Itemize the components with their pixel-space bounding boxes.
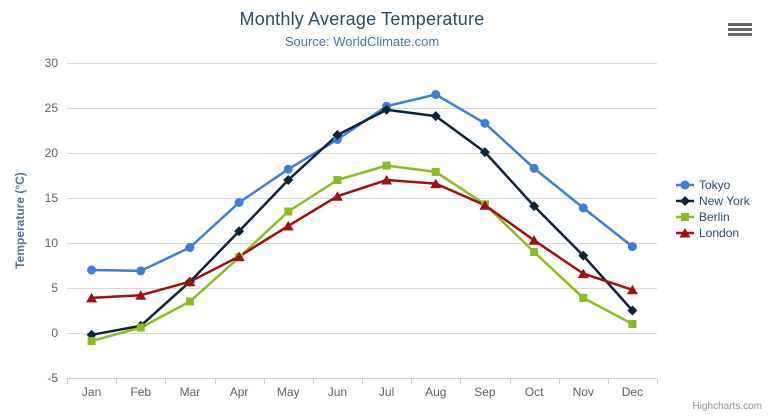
data-point-berlin-feb[interactable]	[136, 323, 145, 332]
legend-label: New York	[699, 193, 750, 208]
data-point-new-york-jun[interactable]	[332, 130, 343, 140]
diamond-marker-icon	[676, 195, 694, 206]
data-point-tokyo-jan[interactable]	[87, 265, 97, 275]
x-axis-tick-label: Sep	[474, 385, 496, 399]
y-axis-tick-label: -5	[47, 371, 58, 385]
y-axis-tick-label: 20	[45, 146, 59, 160]
data-point-berlin-oct[interactable]	[530, 248, 539, 256]
data-point-berlin-may[interactable]	[284, 207, 293, 216]
data-point-tokyo-mar[interactable]	[185, 243, 195, 252]
y-axis-title: Temperature (°C)	[13, 172, 27, 269]
data-point-tokyo-feb[interactable]	[136, 266, 146, 276]
legend-item-london[interactable]: London	[676, 225, 750, 240]
data-point-new-york-dec[interactable]	[627, 305, 638, 316]
legend-label: London	[699, 225, 740, 240]
data-point-berlin-nov[interactable]	[579, 293, 588, 302]
legend-item-tokyo[interactable]: Tokyo	[676, 177, 750, 192]
data-point-london-mar[interactable]	[184, 276, 196, 287]
data-point-london-oct[interactable]	[528, 235, 540, 245]
series-line-tokyo	[90, 93, 634, 273]
data-point-new-york-aug[interactable]	[430, 111, 441, 122]
x-axis-tick-label: Aug	[425, 385, 446, 399]
data-point-berlin-dec[interactable]	[628, 320, 637, 328]
x-axis-tick-label: Jul	[379, 385, 394, 399]
data-point-new-york-may[interactable]	[283, 175, 294, 185]
series-line-london	[90, 178, 634, 300]
legend: Tokyo New York Berlin London	[676, 177, 750, 240]
data-point-new-york-oct[interactable]	[529, 201, 540, 212]
legend-item-new-york[interactable]: New York	[676, 193, 750, 208]
data-point-berlin-mar[interactable]	[185, 297, 194, 306]
x-axis-tick-label: Feb	[130, 385, 151, 399]
data-point-tokyo-dec[interactable]	[627, 242, 637, 252]
circle-marker-icon	[676, 180, 694, 189]
x-axis-tick-label: Oct	[525, 385, 544, 399]
square-marker-icon	[676, 212, 694, 221]
series-line-new-york	[90, 108, 634, 337]
data-point-tokyo-nov[interactable]	[578, 203, 588, 213]
legend-label: Berlin	[699, 209, 730, 224]
data-point-tokyo-apr[interactable]	[234, 198, 244, 207]
data-point-tokyo-may[interactable]	[283, 164, 293, 174]
data-point-london-aug[interactable]	[430, 178, 442, 189]
data-point-berlin-jun[interactable]	[333, 176, 342, 184]
x-axis-tick-label: May	[277, 385, 300, 399]
data-point-london-feb[interactable]	[135, 290, 147, 300]
chart-title: Monthly Average Temperature	[239, 9, 485, 29]
y-axis-tick-label: 25	[45, 101, 59, 115]
data-point-tokyo-oct[interactable]	[529, 163, 539, 173]
data-point-tokyo-sep[interactable]	[480, 118, 490, 128]
chart-context-menu-button[interactable]	[726, 18, 754, 40]
hamburger-icon	[728, 22, 752, 36]
data-point-london-sep[interactable]	[479, 200, 491, 210]
x-axis-tick-label: Jan	[82, 385, 101, 399]
data-point-london-may[interactable]	[282, 220, 294, 231]
data-point-berlin-jan[interactable]	[87, 337, 96, 346]
triangle-marker-icon	[676, 227, 694, 237]
legend-label: Tokyo	[699, 177, 731, 192]
y-axis-tick-label: 5	[51, 281, 58, 295]
data-point-london-jan[interactable]	[86, 292, 98, 303]
highcharts-credits-link[interactable]: Highcharts.com	[692, 401, 762, 412]
data-point-new-york-nov[interactable]	[578, 250, 589, 261]
data-point-new-york-jul[interactable]	[381, 104, 392, 115]
data-point-new-york-apr[interactable]	[234, 226, 245, 237]
data-point-london-jul[interactable]	[381, 175, 393, 185]
data-point-berlin-jul[interactable]	[382, 161, 391, 170]
data-point-berlin-aug[interactable]	[431, 167, 440, 176]
data-point-tokyo-aug[interactable]	[431, 90, 441, 99]
y-axis-tick-label: 0	[51, 326, 58, 340]
y-axis-tick-label: 10	[45, 236, 59, 250]
y-axis-tick-label: 15	[45, 191, 59, 205]
data-point-london-apr[interactable]	[233, 251, 245, 262]
x-axis-tick-label: Apr	[230, 385, 249, 399]
chart-subtitle: Source: WorldClimate.com	[284, 34, 440, 49]
x-axis-tick-label: Nov	[573, 385, 594, 399]
x-axis-tick-label: Mar	[180, 385, 201, 399]
data-point-london-jun[interactable]	[331, 191, 343, 201]
x-axis-tick-label: Jun	[328, 385, 347, 399]
y-axis-tick-label: 30	[45, 56, 59, 70]
data-point-new-york-sep[interactable]	[479, 147, 490, 158]
data-point-london-dec[interactable]	[626, 284, 638, 295]
data-point-london-nov[interactable]	[577, 268, 589, 279]
legend-item-berlin[interactable]: Berlin	[676, 209, 750, 224]
series-line-berlin	[90, 164, 634, 343]
x-axis-tick-label: Dec	[622, 385, 643, 399]
